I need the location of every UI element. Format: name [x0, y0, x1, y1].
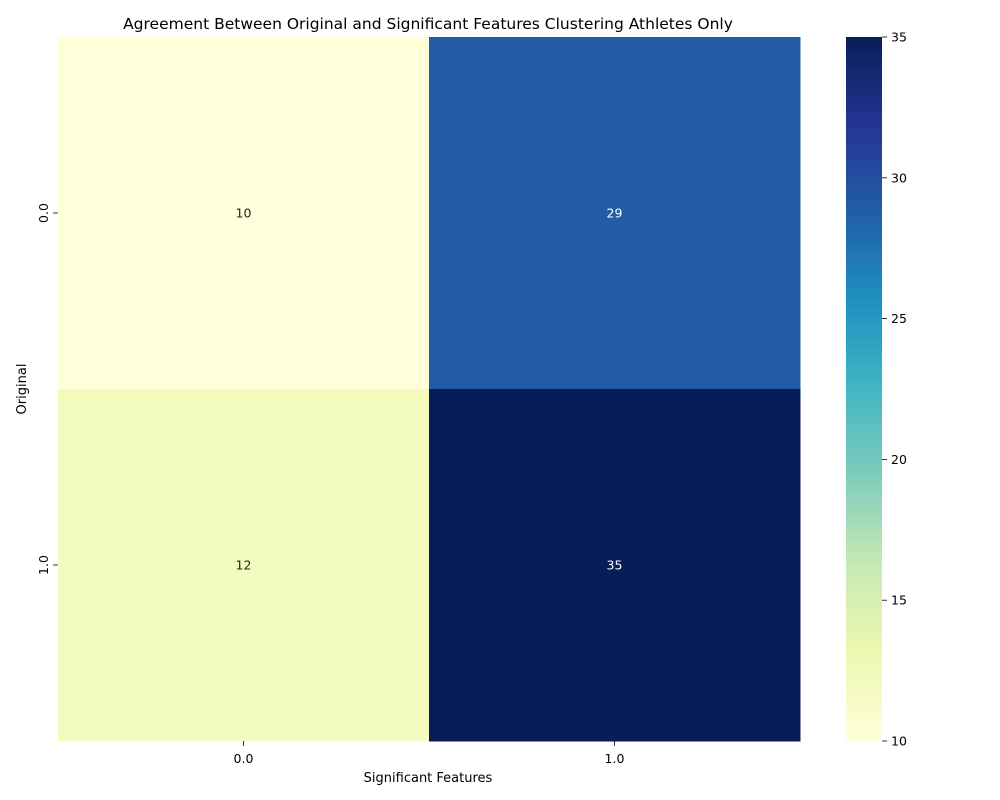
colorbar-tick-label: 15 — [891, 593, 907, 608]
heatmap-cells — [58, 37, 801, 742]
x-axis-label: Significant Features — [364, 771, 493, 786]
cell-value-label: 35 — [607, 558, 623, 573]
colorbar-ticks: 10 15 20 25 30 35 — [882, 30, 907, 749]
cell-value-label: 10 — [236, 206, 252, 221]
colorbar — [846, 37, 882, 741]
y-axis-ticks: 0.0 1.0 — [36, 203, 58, 575]
colorbar-tick-label: 10 — [891, 734, 907, 749]
colorbar-tick-label: 30 — [891, 170, 907, 185]
heatmap-cell — [58, 37, 430, 390]
colorbar-tick-label: 35 — [891, 30, 907, 45]
colorbar-tick-label: 20 — [891, 452, 907, 467]
heatmap-cell — [58, 389, 430, 742]
x-tick-label: 1.0 — [605, 751, 625, 766]
colorbar-tick-label: 25 — [891, 311, 907, 326]
cell-value-label: 12 — [236, 558, 252, 573]
heatmap-cell — [429, 37, 801, 390]
heatmap-cell — [429, 389, 801, 742]
x-axis-ticks: 0.0 1.0 — [234, 741, 625, 766]
x-tick-label: 0.0 — [234, 751, 254, 766]
chart-title: Agreement Between Original and Significa… — [123, 15, 733, 33]
heatmap-cell-labels: 10 29 12 35 — [236, 206, 623, 573]
y-axis-label: Original — [15, 364, 30, 415]
cell-value-label: 29 — [607, 206, 623, 221]
y-tick-label: 1.0 — [36, 555, 51, 575]
y-tick-label: 0.0 — [36, 203, 51, 223]
